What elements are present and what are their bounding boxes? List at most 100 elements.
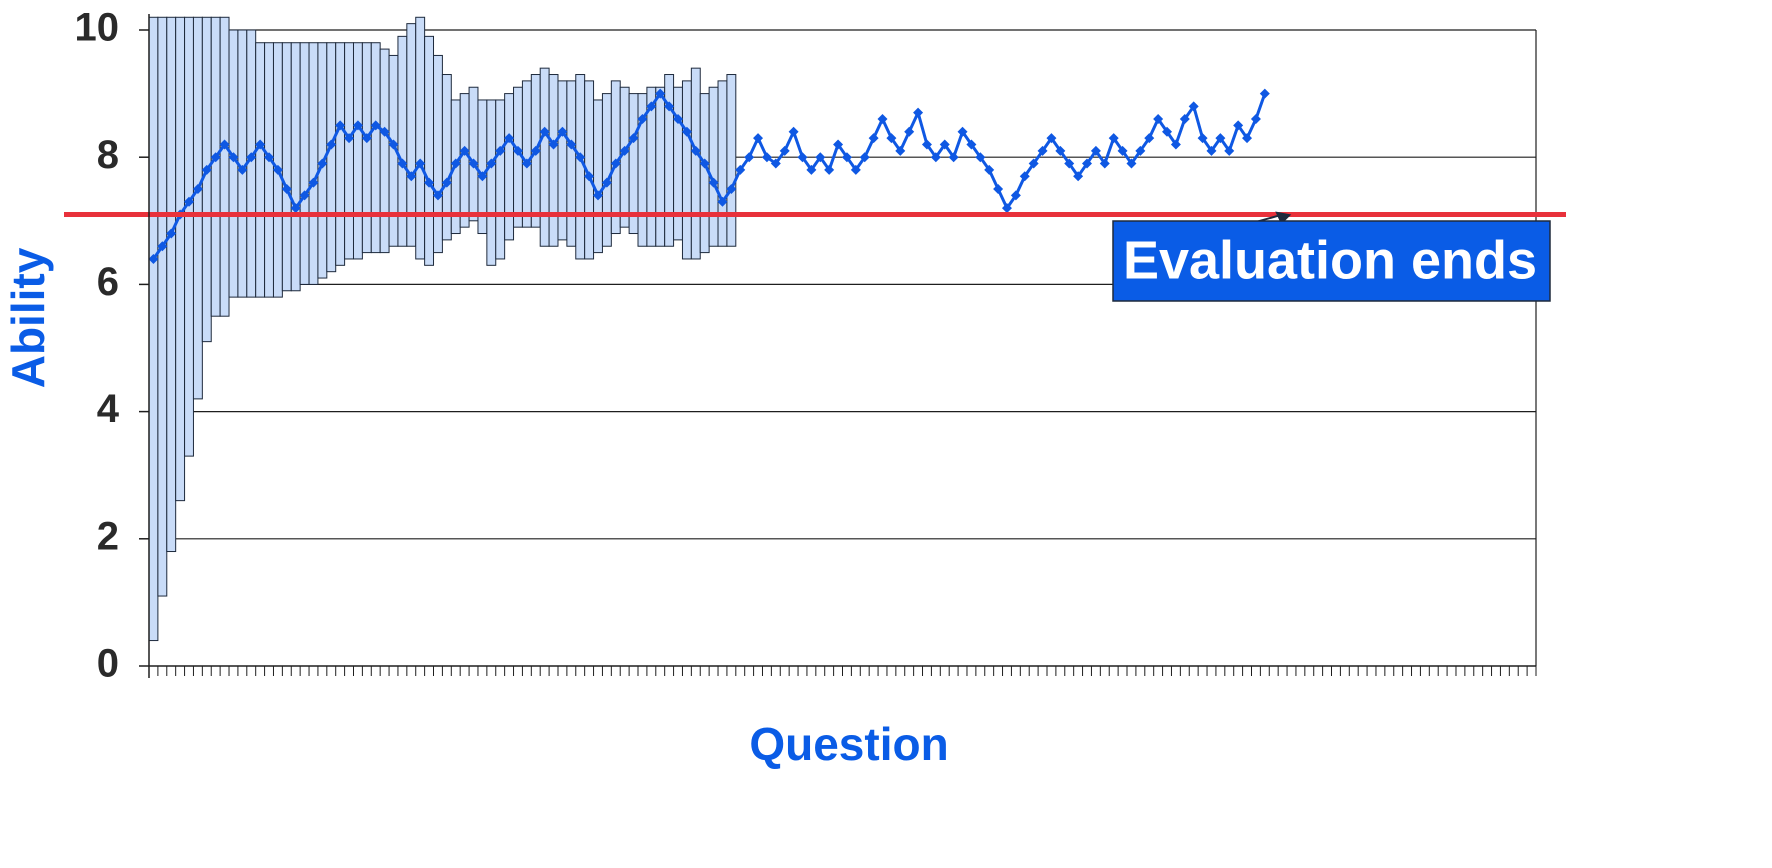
ability-point <box>895 145 906 156</box>
y-tick-label: 6 <box>97 260 119 304</box>
range-bar <box>184 16 194 457</box>
ability-point <box>228 152 239 163</box>
ability-point <box>192 184 203 194</box>
ability-series <box>148 88 1270 264</box>
ability-point <box>921 139 932 150</box>
range-bar <box>335 42 346 266</box>
ability-point <box>761 152 772 163</box>
annotation-box <box>1112 220 1551 302</box>
ability-point <box>993 184 1004 194</box>
ability-point <box>779 145 790 156</box>
ability-point <box>824 164 835 175</box>
range-bar <box>281 42 292 292</box>
ability-point <box>308 177 319 188</box>
ability-point <box>575 152 586 163</box>
range-bar <box>415 16 426 260</box>
ability-point <box>388 139 399 150</box>
ability-point <box>886 133 897 144</box>
ability-point <box>317 158 328 169</box>
ability-point <box>1206 145 1217 156</box>
annotation: Evaluation ends <box>1112 211 1551 302</box>
range-bar <box>504 93 515 241</box>
ability-point <box>1117 145 1128 156</box>
ability-point <box>290 203 301 214</box>
ability-point <box>850 164 861 175</box>
ability-point <box>735 164 746 175</box>
ability-point <box>184 196 195 207</box>
ability-point <box>539 126 550 137</box>
ability-point <box>264 152 275 163</box>
ability-point <box>966 139 977 150</box>
range-bar <box>264 42 274 298</box>
ability-point <box>1224 145 1235 156</box>
ability-point <box>904 126 915 137</box>
ability-point <box>717 196 728 207</box>
range-bar <box>210 16 221 317</box>
ability-point <box>397 158 408 169</box>
range-bar <box>166 16 177 553</box>
ability-point <box>344 133 355 144</box>
ability-point <box>681 126 692 137</box>
range-bar <box>690 67 701 260</box>
ability-point <box>753 133 764 144</box>
ability-point <box>1090 145 1101 156</box>
range-bar <box>548 74 559 247</box>
ability-point <box>708 177 719 188</box>
y-tick-label: 8 <box>97 133 119 177</box>
ability-point <box>1250 114 1261 125</box>
ability-point <box>1082 158 1093 169</box>
ability-point <box>868 133 879 144</box>
ability-point <box>584 171 595 182</box>
ability-point <box>877 114 888 125</box>
range-bar <box>148 16 159 642</box>
ability-point <box>352 120 363 131</box>
ability-point <box>939 139 950 150</box>
ability-point <box>1170 139 1181 150</box>
ability-point <box>521 158 532 169</box>
ability-point <box>610 158 621 169</box>
ability-point <box>566 139 577 150</box>
ability-point <box>557 126 568 137</box>
ability-point <box>201 164 212 175</box>
ability-point <box>655 88 666 99</box>
ability-point <box>450 158 461 169</box>
ability-point <box>1099 158 1110 169</box>
ability-point <box>1046 133 1057 144</box>
ability-point <box>1108 133 1119 144</box>
ability-point <box>335 120 346 131</box>
ability-point <box>948 152 959 163</box>
range-bar <box>157 16 168 597</box>
ability-point <box>628 133 639 144</box>
ability-point <box>1055 145 1066 156</box>
ability-point <box>1010 190 1021 201</box>
ability-point <box>512 145 523 156</box>
ability-point <box>219 139 230 150</box>
range-bar <box>192 16 203 400</box>
range-bar <box>468 86 479 222</box>
ability-point <box>815 152 826 163</box>
ability-point <box>646 101 657 112</box>
ability-point <box>673 114 684 125</box>
range-bar <box>495 99 506 260</box>
range-bar <box>726 74 737 247</box>
ability-point <box>504 133 515 144</box>
ability-point <box>957 126 968 137</box>
range-bar <box>379 48 390 254</box>
range-bar <box>655 86 666 247</box>
ability-point <box>415 158 426 169</box>
ability-point <box>1064 158 1075 169</box>
range-bar <box>370 42 381 254</box>
x-axis-title: Question <box>749 718 948 770</box>
y-tick-label: 0 <box>97 642 119 686</box>
range-bar <box>459 93 470 228</box>
ability-point <box>859 152 870 163</box>
y-axis-title: Ability <box>2 247 54 388</box>
ability-point <box>619 145 630 156</box>
ability-point <box>975 152 986 163</box>
range-bar <box>344 42 354 260</box>
range-bar <box>566 80 577 247</box>
ability-point <box>299 190 310 201</box>
y-tick-label: 10 <box>75 6 120 50</box>
annotation-text: Evaluation ends <box>1123 230 1537 290</box>
ability-point <box>370 120 381 131</box>
